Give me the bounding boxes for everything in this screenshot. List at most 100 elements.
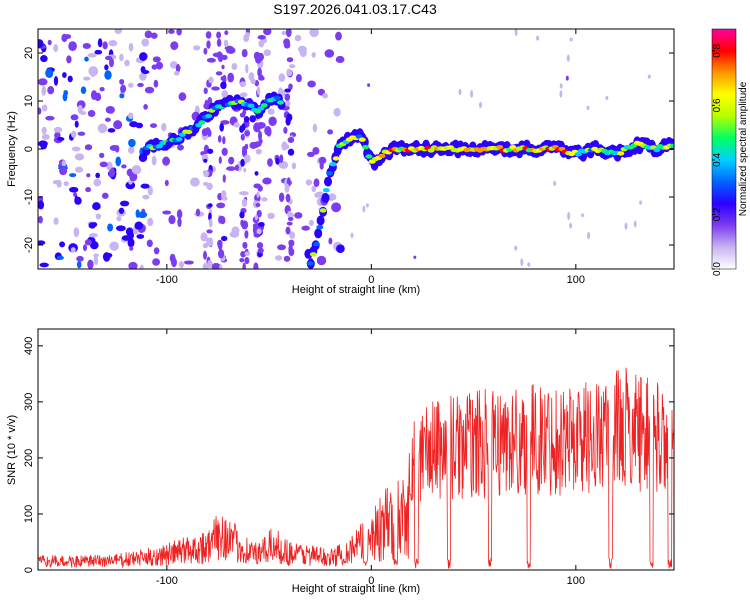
spectrogram-cell (301, 225, 310, 231)
spectrogram-cell (94, 49, 103, 55)
spectrogram-cell (84, 56, 89, 62)
spectrogram-cell (286, 57, 294, 63)
spectrogram-cell (278, 73, 286, 82)
spectrogram-cell (263, 49, 271, 57)
colorbar-tick-label: 0.6 (712, 98, 723, 112)
spectrogram-cell (314, 228, 323, 239)
spectrogram-cell (243, 168, 247, 173)
spectrogram-cell (38, 140, 48, 148)
colorbar-bar (711, 28, 737, 270)
spectrogram-cell (567, 212, 571, 220)
spectrogram-cell (118, 207, 125, 214)
spectrogram-cell (71, 130, 77, 138)
spectrogram-cell (233, 122, 240, 128)
spectrogram-cell (70, 114, 79, 121)
spectrogram-cell (135, 209, 140, 218)
x-tick-label: 0 (368, 575, 374, 587)
spectrogram-cell (41, 104, 48, 112)
spectrogram-cell (253, 262, 259, 269)
spectrogram-cell (129, 121, 138, 128)
spectrogram-cell (62, 72, 67, 78)
spectrogram-cell (125, 227, 134, 237)
spectrogram-cell (61, 33, 68, 43)
spectrogram-cell (289, 231, 296, 239)
spectrogram-cell (38, 200, 45, 210)
spectrogram-cell (162, 156, 171, 166)
snr-frame (37, 328, 675, 571)
spectrogram-cell (99, 87, 105, 92)
y-tick-label: 200 (23, 449, 35, 467)
spectrogram-cell (169, 61, 178, 69)
spectrogram-cell (109, 144, 120, 152)
spectrogram-cell (222, 174, 226, 183)
spectrogram-cell (95, 172, 101, 179)
y-tick-label: 100 (23, 505, 35, 523)
spectrogram-cell (223, 39, 229, 48)
spectrogram-cell (203, 158, 208, 163)
spectrogram-cell (242, 145, 247, 152)
spectrogram-cell (256, 228, 262, 235)
spectrogram-cell (218, 241, 223, 251)
spectrogram-cell (267, 212, 275, 220)
spectrogram-cell (56, 136, 65, 142)
spectrogram-cell (53, 76, 59, 86)
spectrogram-cell (267, 158, 273, 167)
spectrogram-cell (151, 155, 157, 166)
spectrogram-cell (176, 209, 183, 219)
spectrogram-cell (285, 226, 291, 235)
spectrogram-cell (221, 54, 228, 61)
spectrogram-cell (605, 96, 609, 100)
spectrogram-cell (97, 123, 108, 134)
spectrogram-cell (287, 136, 295, 144)
spectrogram-cell (249, 141, 258, 149)
spectrogram-cell (206, 182, 213, 191)
spectrogram-cell (69, 186, 79, 193)
spectrogram-cell (104, 70, 112, 80)
spectrogram-cell (134, 221, 144, 230)
spectrogram-cell (243, 116, 250, 123)
spectrogram-cell (217, 51, 222, 57)
spectrogram-cell (161, 123, 167, 132)
spectrogram-cell (617, 151, 625, 156)
spectrogram-cell (99, 161, 108, 168)
spectrogram-cell (38, 240, 46, 246)
spectrogram-cell (319, 162, 324, 170)
spectrogram-cell (53, 44, 59, 53)
spectrogram-cell (217, 135, 222, 143)
spectrogram-cells (38, 29, 674, 269)
spectrogram-cell (219, 122, 225, 132)
y-tick-label: 300 (23, 393, 35, 411)
spectrogram-cell (262, 177, 272, 185)
spectrogram-cell (278, 192, 285, 203)
spectrogram-cell (277, 100, 284, 105)
spectrogram-cell (206, 237, 214, 247)
spectrogram-cell (527, 262, 531, 267)
spectrogram-cell (587, 231, 591, 240)
spectrogram-cell (242, 241, 248, 249)
y-tick-label: 400 (23, 337, 35, 355)
spectrogram-cell (41, 86, 47, 96)
spectrogram-cell (93, 253, 99, 258)
spectrogram-cell (309, 29, 319, 38)
spectrogram-cell (256, 242, 264, 249)
spectrogram-cell (220, 235, 228, 242)
spectrogram-cell (119, 93, 125, 99)
spectrogram-cell (128, 138, 136, 148)
spectrogram-cell (281, 30, 287, 36)
spectrogram-cell (288, 83, 293, 90)
spectrogram-cell (231, 62, 238, 71)
spectrogram-cell (261, 197, 268, 202)
spectrogram-cell (59, 167, 68, 176)
spectrogram-cell (586, 105, 590, 111)
spectrogram-cell (239, 112, 246, 118)
spectrogram-cell (115, 156, 122, 167)
spectrogram-cell (143, 104, 148, 110)
spectrogram-cell (75, 166, 84, 173)
spectrogram-cell (413, 255, 417, 259)
spectrogram-cell (71, 146, 81, 152)
spectrogram-cell (120, 200, 130, 207)
spectrogram-cell (140, 183, 150, 189)
spectrogram-cell (120, 84, 127, 93)
spectrogram-cell (156, 144, 163, 149)
